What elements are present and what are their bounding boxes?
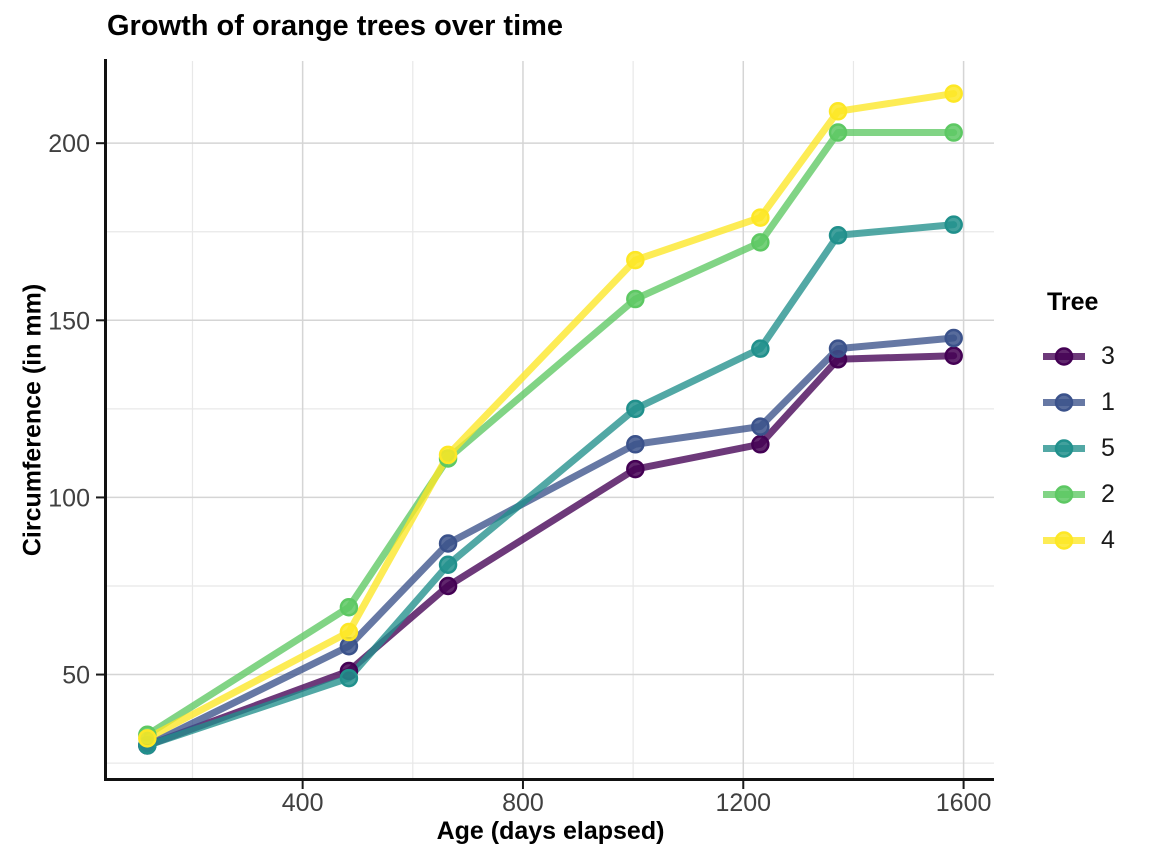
series-line-tree-1 bbox=[143, 334, 958, 749]
data-point-tree-4 bbox=[626, 250, 645, 270]
legend-key-point bbox=[1054, 531, 1074, 550]
legend-label: 4 bbox=[1101, 526, 1115, 554]
y-axis-title: Circumference (in mm) bbox=[18, 283, 47, 557]
data-point-tree-2 bbox=[339, 598, 359, 617]
data-point-tree-3 bbox=[944, 346, 963, 365]
chart-title: Growth of orange trees over time bbox=[107, 10, 564, 42]
data-point-tree-5 bbox=[438, 555, 458, 574]
data-point-tree-4 bbox=[751, 208, 770, 227]
series-line-tree-5 bbox=[143, 221, 958, 749]
data-point-tree-1 bbox=[828, 339, 848, 358]
data-point-tree-3 bbox=[751, 435, 770, 454]
legend-item-tree-5: 5 bbox=[1041, 433, 1115, 464]
legend-key-icon bbox=[1043, 485, 1085, 504]
series-line-tree-4 bbox=[143, 90, 958, 742]
legend-key-icon bbox=[1043, 347, 1085, 366]
y-tick-label: 200 bbox=[48, 130, 90, 158]
data-point-tree-5 bbox=[751, 339, 770, 358]
y-tick-label: 150 bbox=[48, 307, 90, 335]
legend-label: 3 bbox=[1101, 342, 1115, 370]
legend-key-point bbox=[1054, 439, 1074, 458]
data-point-tree-3 bbox=[438, 576, 458, 596]
data-point-tree-4 bbox=[944, 84, 963, 103]
legend-label: 2 bbox=[1101, 480, 1115, 508]
data-point-tree-4 bbox=[828, 102, 848, 121]
legend-item-tree-2: 2 bbox=[1041, 479, 1115, 510]
legend-key-icon bbox=[1043, 393, 1085, 412]
data-point-tree-5 bbox=[626, 399, 645, 419]
data-point-tree-5 bbox=[828, 226, 848, 245]
data-point-tree-1 bbox=[944, 328, 963, 348]
data-point-tree-5 bbox=[944, 215, 963, 234]
series-line-tree-2 bbox=[143, 129, 958, 739]
x-tick-label: 800 bbox=[502, 789, 544, 817]
data-point-tree-5 bbox=[339, 668, 359, 688]
legend-item-tree-3: 3 bbox=[1041, 341, 1115, 372]
y-tick-label: 100 bbox=[48, 484, 90, 512]
legend-items: 3 1 5 2 4 bbox=[1041, 341, 1115, 556]
legend: Tree 3 1 5 2 4 bbox=[1041, 288, 1115, 571]
data-point-tree-4 bbox=[138, 729, 157, 748]
legend-key-icon bbox=[1043, 531, 1085, 550]
legend-title: Tree bbox=[1047, 288, 1099, 316]
data-point-tree-1 bbox=[751, 417, 770, 436]
x-axis-title: Age (days elapsed) bbox=[436, 817, 665, 845]
legend-label: 1 bbox=[1101, 388, 1115, 416]
legend-label: 5 bbox=[1101, 434, 1115, 462]
legend-item-tree-4: 4 bbox=[1041, 525, 1115, 556]
legend-key-point bbox=[1054, 485, 1074, 504]
data-point-tree-4 bbox=[438, 445, 458, 465]
legend-key-point bbox=[1054, 347, 1074, 366]
y-tick-label: 50 bbox=[62, 662, 90, 690]
legend-key-icon bbox=[1043, 439, 1085, 458]
data-point-tree-3 bbox=[626, 459, 645, 479]
data-point-tree-4 bbox=[339, 622, 359, 642]
data-point-tree-2 bbox=[944, 123, 963, 142]
x-tick-label: 400 bbox=[282, 789, 324, 817]
data-point-tree-1 bbox=[438, 534, 458, 553]
x-tick-label: 1200 bbox=[715, 789, 771, 817]
data-point-tree-2 bbox=[751, 233, 770, 252]
data-point-tree-2 bbox=[626, 289, 645, 309]
legend-item-tree-1: 1 bbox=[1041, 387, 1115, 418]
data-point-tree-1 bbox=[626, 435, 645, 454]
x-tick-label: 1600 bbox=[936, 789, 992, 817]
data-point-tree-2 bbox=[828, 123, 848, 142]
legend-key-point bbox=[1054, 393, 1074, 412]
